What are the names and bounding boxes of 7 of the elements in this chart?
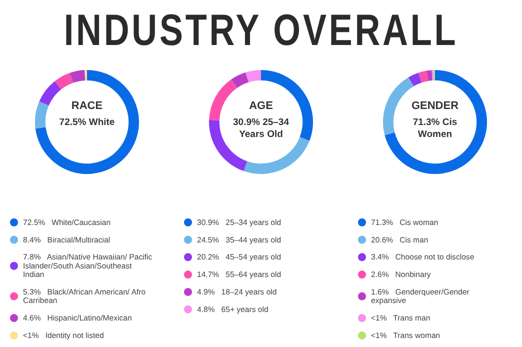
- text: 72.5% White: [58, 117, 116, 129]
- text: RACE: [70, 100, 104, 113]
- text: 30.9% 25–34 Years Old: [232, 117, 290, 141]
- text: AGE: [248, 100, 274, 113]
- text: 71.3% Cis Women: [412, 117, 458, 141]
- text: INDUSTRY OVERALL: [62, 5, 460, 57]
- text: GENDER: [410, 100, 460, 113]
